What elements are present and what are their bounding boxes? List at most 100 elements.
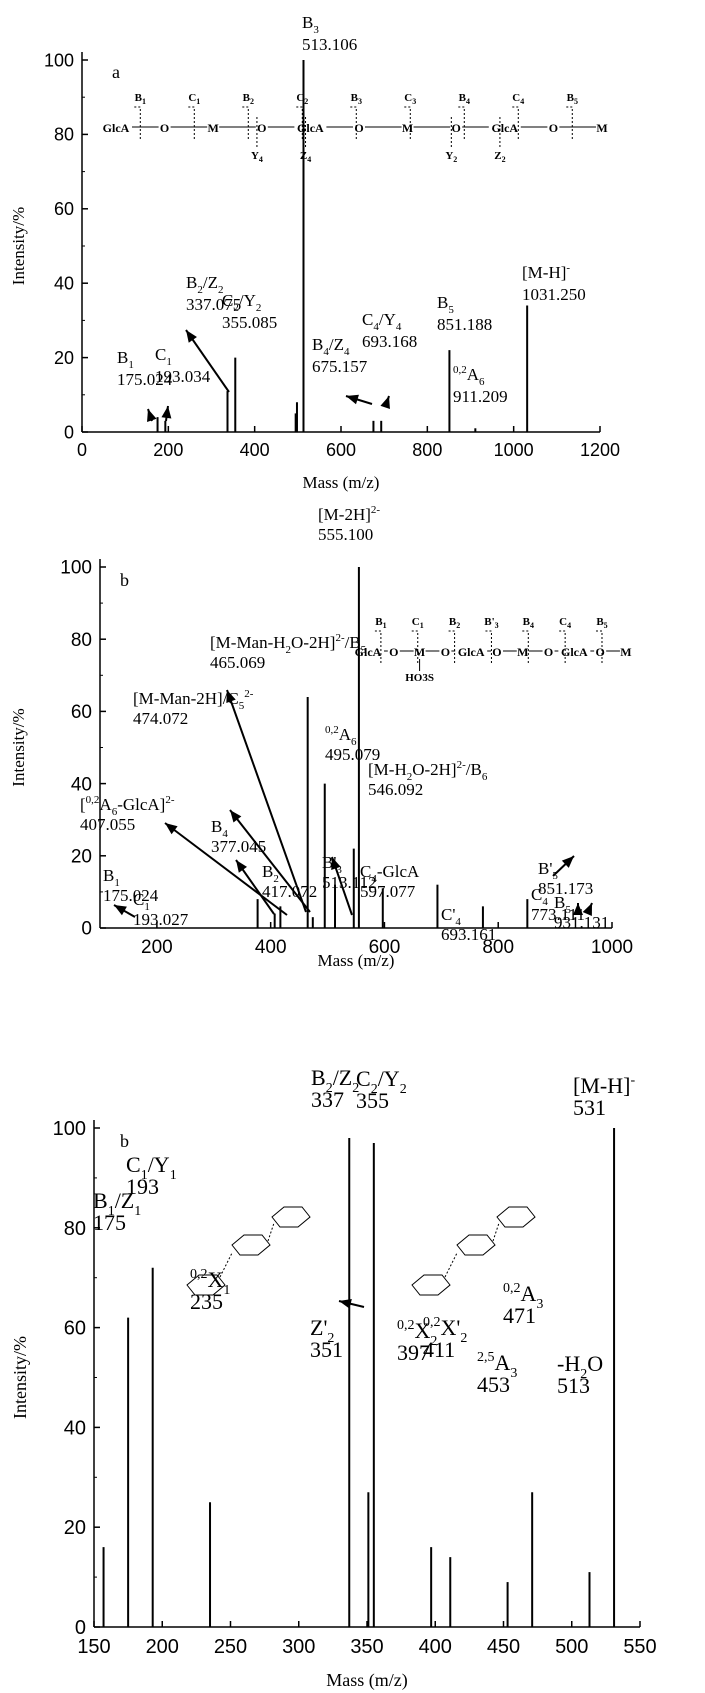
y-tick-label: 20 <box>71 846 92 867</box>
peak-annotation-label: B4 <box>211 817 228 840</box>
annotation-arrow-shaft <box>185 329 230 393</box>
y-tick-label: 20 <box>54 348 74 368</box>
structure-substituent: HO3S <box>405 672 434 684</box>
peak-annotation-value: 931.131 <box>554 913 609 932</box>
glycan-structure-diagram: GlcA O M O GlcA O M O GlcA O M B1 C1 B2 B'3 B4 C4 B5 HO3S <box>355 616 632 684</box>
y-tick-label: 60 <box>71 702 92 723</box>
peak-annotation-value: 453 <box>477 1372 510 1397</box>
y-axis-label: Intensity/% <box>9 207 28 285</box>
peak-annotation-value: 513 <box>557 1373 590 1398</box>
structure-residue: O <box>549 121 558 135</box>
y-tick-label: 80 <box>64 1218 86 1240</box>
annotation-arrow-head <box>339 1298 352 1309</box>
sugar-ring-icon <box>456 1234 496 1256</box>
y-tick-label: 40 <box>64 1417 86 1439</box>
peak-annotation-label: B2 <box>262 862 279 885</box>
peak-annotation-value: 407.055 <box>80 815 135 834</box>
peak-annotation-label: [0,2A6-GlcA]2- <box>80 794 175 818</box>
structure-cleavage-label: B5 <box>596 616 607 630</box>
peak-annotation-label: [M-2H]2- <box>318 504 380 524</box>
peak-annotation-value: 471 <box>503 1303 536 1328</box>
structure-residue: O <box>441 645 450 659</box>
peak-annotation-value: 175.024 <box>117 370 173 389</box>
structure-residue: GlcA <box>491 121 518 135</box>
structure-cleavage-label: Z2 <box>494 150 505 164</box>
x-tick-label: 450 <box>487 1636 520 1658</box>
peak-annotation-value: 417.072 <box>262 882 317 901</box>
peak-annotation-value: 546.092 <box>368 780 423 799</box>
y-tick-label: 80 <box>54 125 74 145</box>
y-axis-label: Intensity/% <box>9 708 28 786</box>
panel-label: a <box>112 62 120 82</box>
structure-residue: O <box>160 121 169 135</box>
structure-residue: O <box>257 121 266 135</box>
x-tick-label: 1000 <box>591 937 633 958</box>
peak-annotation-label: B1 <box>103 866 120 889</box>
panel-b-spectrum: 0 20 40 60 80 100 200 400 600 800 1000 Mass (m/z) In… <box>9 504 633 970</box>
panel-b2-spectrum: 0 20 40 60 80 100 150 200 250 300 350 400 450 500 550 M… <box>10 1065 657 1691</box>
peak-annotation-value: 555.100 <box>318 525 373 544</box>
peak-annotation-value: 675.157 <box>312 357 368 376</box>
y-tick-label: 60 <box>64 1318 86 1340</box>
x-tick-label: 0 <box>77 440 87 460</box>
peak-annotation-value: 531 <box>573 1095 606 1120</box>
structure-residue: GlcA <box>103 121 130 135</box>
structure-residue: O <box>354 121 363 135</box>
structure-cleavage-label: B'3 <box>484 616 498 630</box>
peak-annotation-label: C1 <box>133 890 150 913</box>
peak-annotation-label: B1/Z1 <box>93 1188 141 1219</box>
sugar-ring-icon <box>186 1274 226 1296</box>
structure-cleavage-label: B1 <box>375 616 386 630</box>
structure-residue: GlcA <box>355 645 382 659</box>
x-tick-label: 500 <box>555 1636 588 1658</box>
annotation-arrow-head <box>346 394 359 405</box>
annotation-arrow-head <box>380 396 390 409</box>
peak-annotation-label: [M-H]- <box>522 262 570 282</box>
annotation-arrow-head <box>331 857 341 870</box>
peak-annotation-value: 193 <box>126 1174 159 1199</box>
y-axis-label: Intensity/% <box>10 1336 30 1419</box>
y-tick-label: 0 <box>75 1617 86 1639</box>
peak-annotation-label: B5 <box>554 893 571 916</box>
peak-annotation-label: [M-Man-H2O-2H]2-/B5 <box>210 632 367 656</box>
x-tick-label: 400 <box>240 440 270 460</box>
structure-cleavage-label: Y4 <box>251 150 263 164</box>
peak-annotation-value: 513.112 <box>322 873 377 892</box>
structure-cleavage-label: B5 <box>567 92 578 106</box>
annotation-arrow-head <box>582 903 592 916</box>
peak-annotation-value: 193.034 <box>155 367 211 386</box>
peak-annotation-label: C1 <box>155 345 172 368</box>
peak-annotation-label: 0,2X'2 <box>423 1315 467 1346</box>
peak-annotation-label: [M-H]- <box>573 1073 635 1098</box>
peak-annotation-label: B1 <box>117 348 134 371</box>
y-tick-label: 0 <box>64 422 74 442</box>
peak-annotation-value: 851.173 <box>538 879 593 898</box>
structure-residue: M <box>414 645 425 659</box>
peak-annotation-label: 0,2A6 <box>453 364 485 388</box>
peak-annotation-label: B'5 <box>538 859 558 882</box>
annotation-arrow-head <box>165 823 178 835</box>
structure-residue: GlcA <box>297 121 324 135</box>
structure-residue: M <box>208 121 219 135</box>
annotation-arrow-shaft <box>164 822 288 916</box>
peak-annotation-label: 0,2A6 <box>325 724 357 748</box>
x-tick-label: 350 <box>350 1636 383 1658</box>
oligosaccharide-structure-sketch-right <box>411 1206 536 1296</box>
peak-annotation-value: 355 <box>356 1088 389 1113</box>
peak-annotation-value: 693.161 <box>441 925 496 944</box>
y-tick-label: 40 <box>71 774 92 795</box>
annotation-arrow-shaft <box>229 809 311 913</box>
peak-annotation-value: 351 <box>310 1337 343 1362</box>
peak-annotation-label: C2/Y2 <box>356 1066 407 1097</box>
peak-annotation-label: B2/Z2 <box>186 273 223 296</box>
x-tick-label: 550 <box>623 1636 656 1658</box>
x-tick-label: 1200 <box>580 440 620 460</box>
sugar-ring-icon <box>411 1274 451 1296</box>
peak-annotation-label: 0,2A3 <box>503 1281 543 1312</box>
x-tick-label: 800 <box>412 440 442 460</box>
oligosaccharide-structure-sketch-left <box>186 1206 311 1296</box>
x-axis-label: Mass (m/z) <box>318 951 395 970</box>
peak-annotation-value: 337 <box>311 1087 344 1112</box>
peak-annotation-label: B3 <box>302 13 319 36</box>
